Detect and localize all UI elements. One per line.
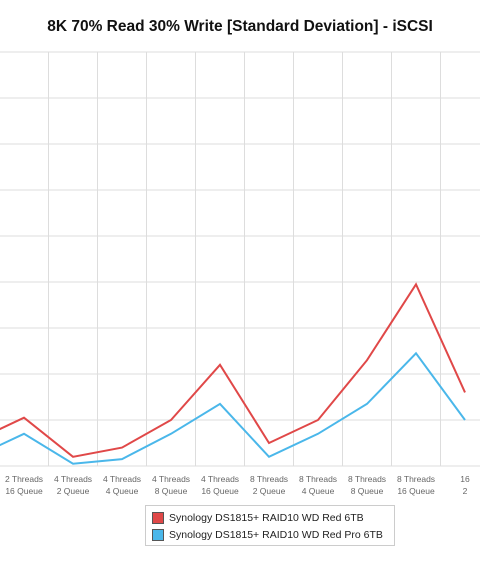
legend: Synology DS1815+ RAID10 WD Red 6TB Synol… bbox=[145, 505, 395, 546]
series-line-wd-red bbox=[0, 282, 466, 458]
x-tick-label: 2 bbox=[463, 486, 468, 496]
x-tick-label: 16 Queue bbox=[201, 486, 239, 496]
x-tick-label: 2 Threads bbox=[5, 474, 43, 484]
x-tick-label: 8 Threads bbox=[250, 474, 288, 484]
grid-layer bbox=[0, 51, 480, 467]
x-tick-label: 8 Threads bbox=[348, 474, 386, 484]
legend-label: Synology DS1815+ RAID10 WD Red Pro 6TB bbox=[169, 529, 383, 541]
x-tick-label: 2 Queue bbox=[57, 486, 90, 496]
x-tick-label: 16 bbox=[460, 474, 470, 484]
x-tick-label: 8 Threads bbox=[397, 474, 435, 484]
legend-label: Synology DS1815+ RAID10 WD Red 6TB bbox=[169, 512, 364, 524]
x-tick-label: 4 Threads bbox=[201, 474, 239, 484]
x-tick-label: 4 Queue bbox=[302, 486, 335, 496]
x-tick-label: 16 Queue bbox=[5, 486, 43, 496]
legend-item-wd-red-pro: Synology DS1815+ RAID10 WD Red Pro 6TB bbox=[152, 527, 383, 543]
x-tick-label: 8 Queue bbox=[155, 486, 188, 496]
chart-title: 8K 70% Read 30% Write [Standard Deviatio… bbox=[47, 18, 433, 35]
x-tick-label: 8 Queue bbox=[351, 486, 384, 496]
x-tick-label: 4 Threads bbox=[54, 474, 92, 484]
x-tick-label: 8 Threads bbox=[299, 474, 337, 484]
x-tick-label: 2 Queue bbox=[253, 486, 286, 496]
legend-item-wd-red: Synology DS1815+ RAID10 WD Red 6TB bbox=[152, 510, 364, 526]
series-layer bbox=[0, 282, 466, 465]
legend-swatch-red bbox=[152, 512, 164, 524]
legend-swatch-blue bbox=[152, 529, 164, 541]
series-line-wd-red-pro bbox=[0, 351, 466, 465]
x-tick-label: 4 Threads bbox=[152, 474, 190, 484]
x-tick-label: 16 Queue bbox=[397, 486, 435, 496]
x-tick-label: 4 Queue bbox=[106, 486, 139, 496]
x-tick-label: 4 Threads bbox=[103, 474, 141, 484]
